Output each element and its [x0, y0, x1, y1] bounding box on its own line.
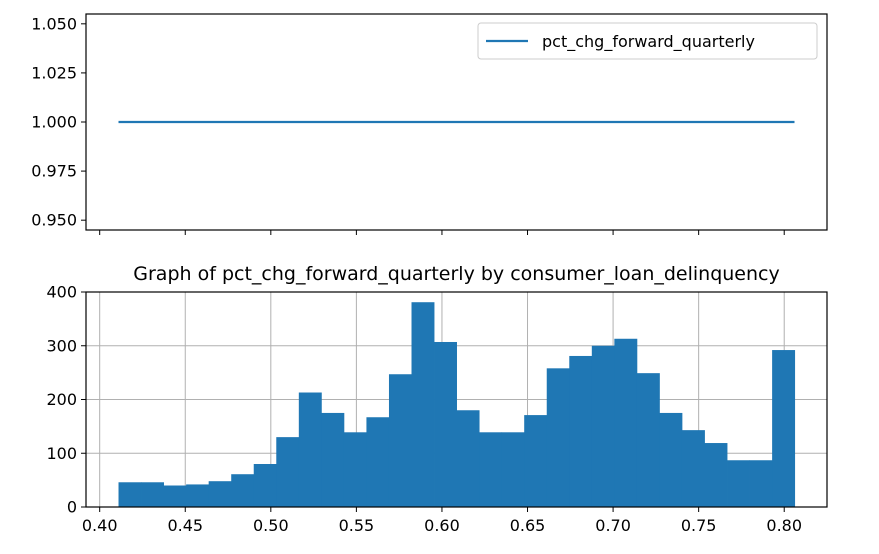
histogram-bar	[253, 464, 277, 507]
histogram-bar	[186, 484, 210, 507]
line-x-axis	[99, 230, 785, 235]
legend-box	[477, 22, 818, 60]
histogram-y-tick-label: 100	[46, 444, 77, 463]
histogram-bar	[546, 368, 570, 507]
histogram-bar	[208, 481, 232, 507]
histogram-x-tick-label: 0.45	[167, 516, 203, 535]
histogram-bar	[434, 341, 457, 507]
histogram-bar	[727, 460, 750, 507]
histogram-x-tick-label: 0.60	[424, 516, 460, 535]
histogram-bar	[411, 302, 435, 507]
line-y-tick-label: 1.050	[31, 14, 77, 33]
legend: pct_chg_forward_quarterly	[477, 22, 818, 60]
histogram-y-tick-label: 0	[67, 498, 77, 517]
histogram-bar	[704, 443, 728, 507]
legend-label: pct_chg_forward_quarterly	[542, 32, 755, 52]
histogram-x-axis: 0.40 0.45 0.50 0.55 0.60 0.65 0.70 0.75 0.80	[82, 507, 802, 535]
histogram-x-tick-label: 0.75	[681, 516, 717, 535]
histogram-bar	[321, 412, 345, 507]
histogram-x-tick-label: 0.50	[253, 516, 289, 535]
line-chart-panel: 0.950 0.975 1.000 1.025 1.050 pct_chg_forwar…	[31, 13, 828, 235]
histogram-bar	[681, 430, 705, 507]
histogram-bar	[636, 373, 660, 507]
histogram-bar	[231, 474, 255, 507]
histogram-panel: Graph of pct_chg_forward_quarterly by co…	[46, 263, 828, 535]
histogram-bar	[591, 345, 615, 507]
histogram-bar	[298, 392, 322, 507]
histogram-x-tick-label: 0.80	[766, 516, 802, 535]
histogram-x-tick-label: 0.55	[339, 516, 375, 535]
histogram-y-tick-label: 300	[46, 336, 77, 355]
histogram-y-tick-label: 200	[46, 390, 77, 409]
histogram-bar	[524, 415, 548, 507]
line-y-tick-label: 1.000	[31, 113, 77, 132]
histogram-y-axis: 0 100 200 300 400	[46, 283, 86, 517]
histogram-x-tick-label: 0.65	[510, 516, 546, 535]
histogram-bar	[456, 410, 480, 507]
histogram-bar	[772, 350, 796, 507]
histogram-bar	[163, 485, 187, 507]
histogram-y-tick-label: 400	[46, 283, 77, 302]
histogram-x-tick-label: 0.70	[595, 516, 631, 535]
histogram-bar	[141, 482, 164, 507]
histogram-bar	[501, 432, 525, 507]
histogram-title: Graph of pct_chg_forward_quarterly by co…	[133, 263, 779, 285]
histogram-bar	[343, 432, 367, 507]
line-y-tick-label: 1.025	[31, 63, 77, 82]
line-y-tick-label: 0.950	[31, 211, 77, 230]
histogram-bar	[366, 417, 390, 507]
line-y-tick-label: 0.975	[31, 162, 77, 181]
histogram-bar	[479, 432, 503, 507]
histogram-bar	[388, 374, 412, 507]
histogram-bar	[749, 460, 773, 507]
histogram-bar	[614, 338, 638, 507]
histogram-bars	[118, 302, 796, 508]
histogram-bar	[118, 482, 142, 507]
histogram-bar	[276, 437, 300, 508]
line-y-axis: 0.950 0.975 1.000 1.025 1.050	[31, 14, 86, 230]
histogram-x-tick-label: 0.40	[82, 516, 118, 535]
histogram-bar	[659, 412, 683, 507]
histogram-bar	[569, 355, 593, 507]
